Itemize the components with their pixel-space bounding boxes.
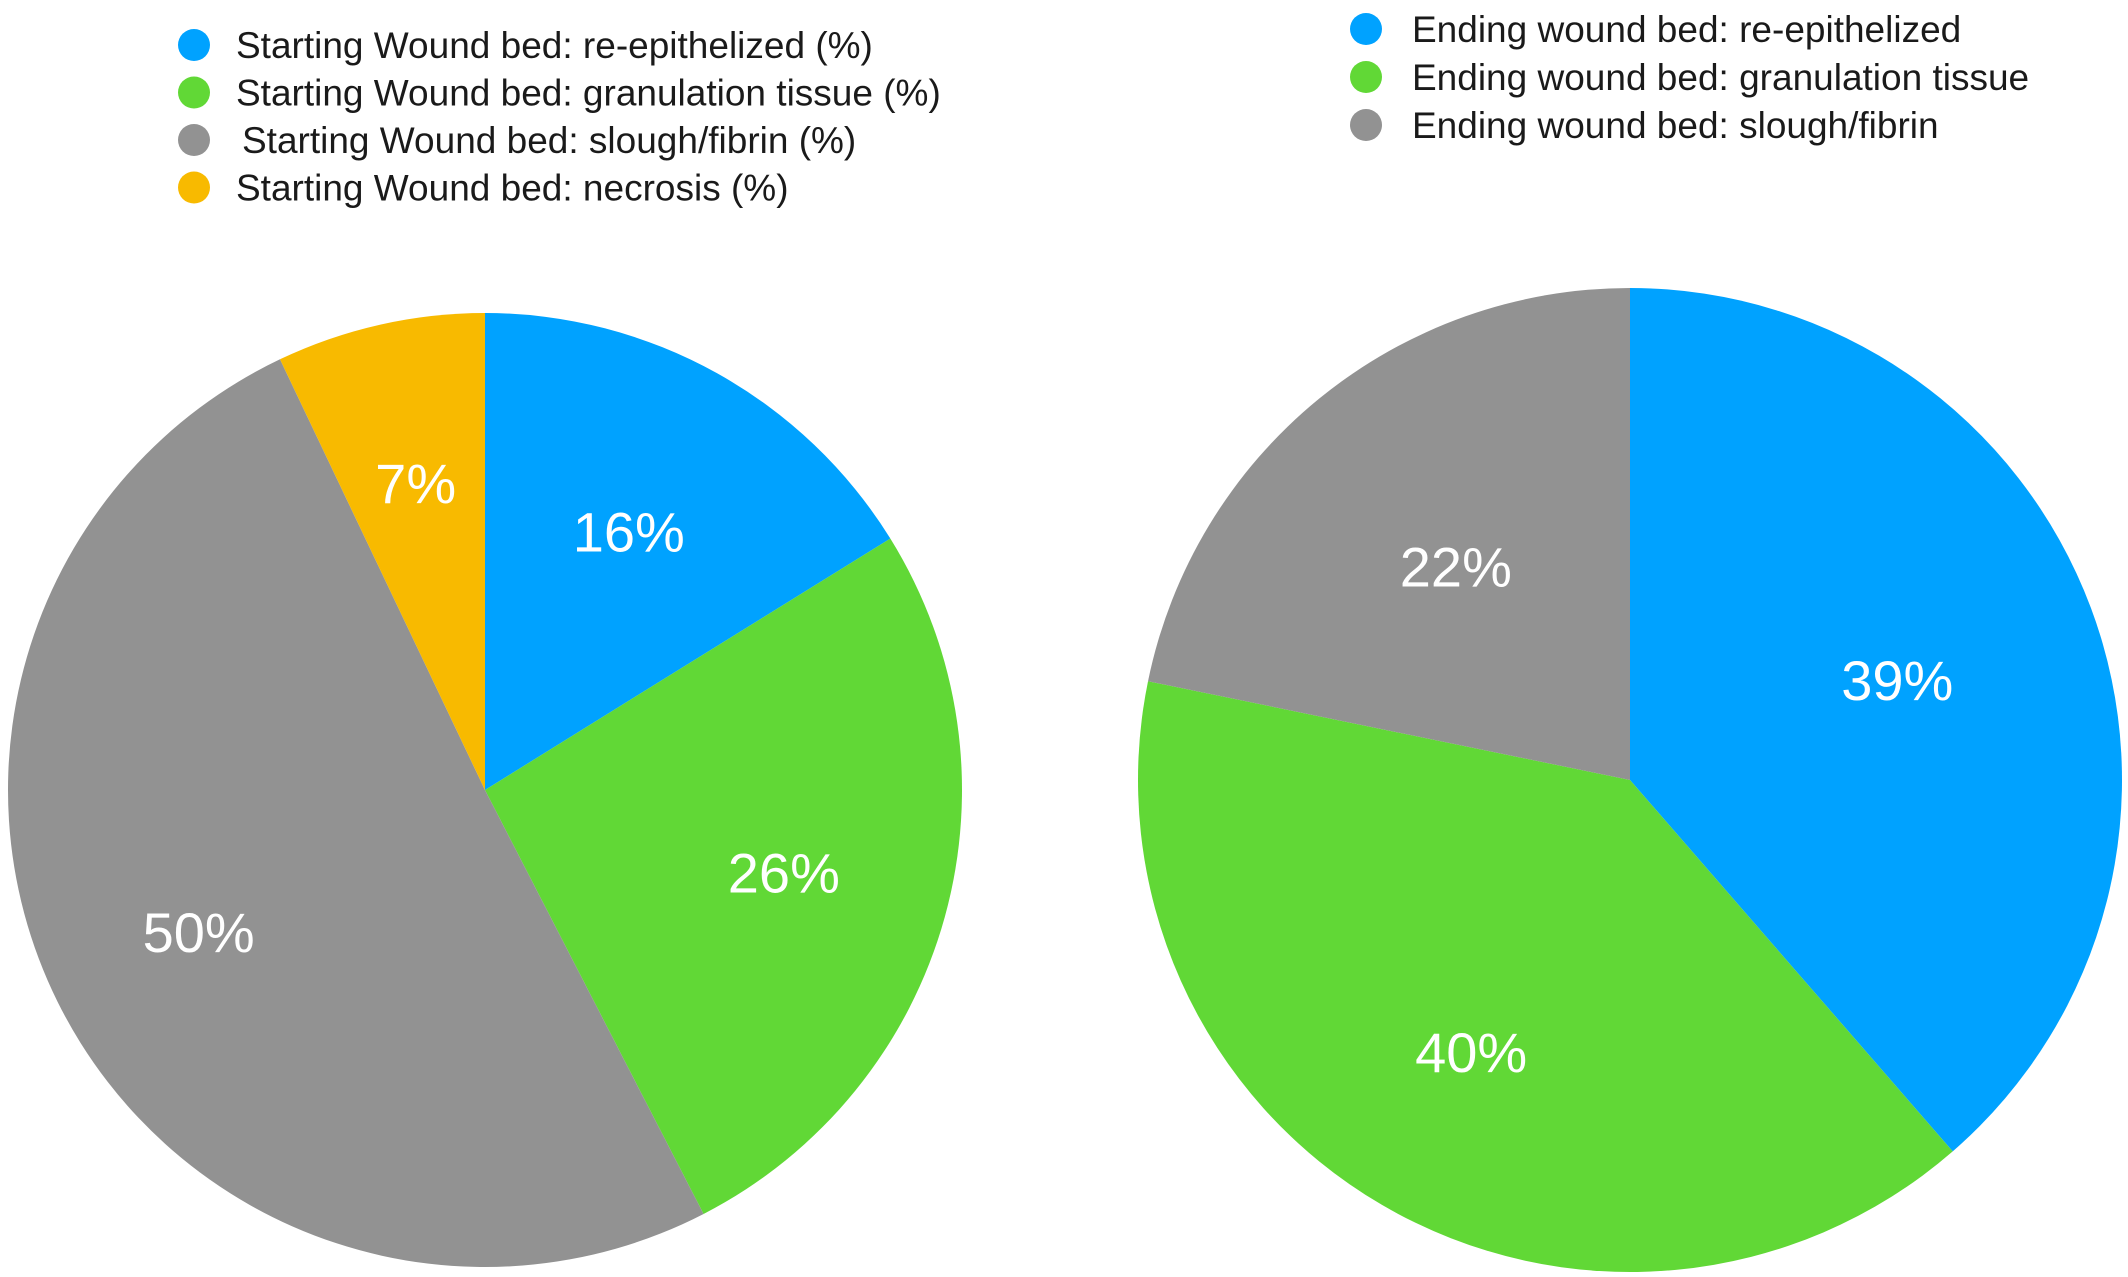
ending-legend-item: Ending wound bed: granulation tissue: [1350, 57, 2029, 98]
ending-slice-re-epithelized: [1630, 288, 2122, 1152]
ending-legend-swatch: [1350, 61, 1382, 93]
starting-legend-swatch: [178, 124, 210, 156]
ending-wound-bed-chart: Ending wound bed: re-epithelized Ending w…: [1138, 9, 2122, 1272]
starting-wound-bed-chart: Starting Wound bed: re-epithelized (%) St…: [7, 25, 962, 1268]
starting-legend-item: Starting Wound bed: granulation tissue (…: [178, 73, 941, 114]
ending-pie: [1138, 288, 2122, 1272]
starting-slice-granulation-tissue: [485, 538, 962, 1214]
ending-legend-swatch: [1350, 13, 1382, 45]
starting-legend-label: Starting Wound bed: re-epithelized (%): [236, 25, 873, 66]
starting-slice-labels: 16% 26% 50% 7%: [143, 452, 840, 964]
ending-legend-label: Ending wound bed: slough/fibrin: [1412, 105, 1939, 146]
starting-legend-swatch: [178, 171, 210, 204]
starting-slice-label: 16%: [573, 501, 685, 564]
starting-slice-label: 50%: [143, 901, 255, 964]
ending-slice-label: 22%: [1400, 536, 1512, 599]
starting-legend-label: Starting Wound bed: slough/fibrin (%): [242, 120, 856, 161]
starting-slice-re-epithelized: [485, 313, 891, 790]
starting-legend-swatch: [178, 76, 210, 109]
ending-legend-swatch: [1350, 109, 1382, 141]
starting-legend-swatch: [178, 29, 210, 61]
starting-legend-item: Starting Wound bed: necrosis (%): [178, 168, 789, 209]
ending-slice-labels: 39% 40% 22%: [1400, 536, 1954, 1084]
ending-slice-granulation-tissue: [1138, 681, 1953, 1272]
ending-legend-label: Ending wound bed: re-epithelized: [1412, 9, 1961, 50]
starting-legend: Starting Wound bed: re-epithelized (%) St…: [178, 25, 941, 209]
ending-legend-label: Ending wound bed: granulation tissue: [1412, 57, 2029, 98]
ending-legend-item: Ending wound bed: re-epithelized: [1350, 9, 1961, 50]
ending-slice-slough-fibrin: [1148, 288, 1630, 780]
starting-legend-item: Starting Wound bed: re-epithelized (%): [178, 25, 873, 66]
ending-legend: Ending wound bed: re-epithelized Ending w…: [1350, 9, 2029, 146]
starting-slice-slough-fibrin: [7, 359, 704, 1268]
ending-slice-label: 39%: [1841, 649, 1953, 712]
starting-legend-label: Starting Wound bed: granulation tissue (…: [236, 73, 941, 114]
starting-legend-item: Starting Wound bed: slough/fibrin (%): [178, 120, 856, 161]
starting-pie: [7, 313, 962, 1268]
ending-legend-item: Ending wound bed: slough/fibrin: [1350, 105, 1939, 146]
starting-legend-label: Starting Wound bed: necrosis (%): [236, 168, 789, 209]
starting-slice-necrosis: [279, 313, 485, 790]
starting-slice-label: 26%: [728, 842, 840, 905]
ending-slice-label: 40%: [1415, 1021, 1527, 1084]
starting-slice-label: 7%: [375, 452, 456, 515]
